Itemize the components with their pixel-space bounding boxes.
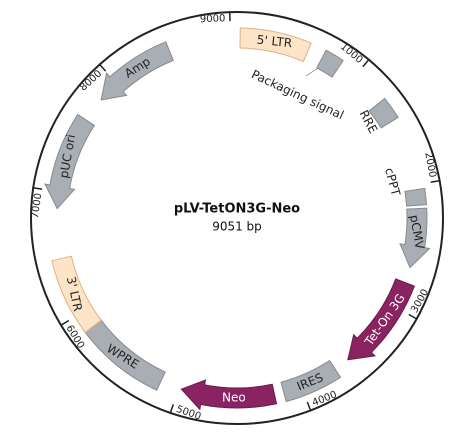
tick-mark [409, 315, 418, 320]
tick-label: 9000 [200, 13, 226, 25]
plasmid-size: 9051 bp [212, 220, 262, 234]
plasmid-title: pLV-TetON3G-Neo [174, 202, 300, 217]
feature [405, 188, 427, 206]
feature-label: cPPT [382, 166, 403, 198]
feature [317, 50, 343, 77]
tick-label: 2000 [422, 151, 437, 178]
tick-label: 4000 [311, 389, 339, 408]
tick-mark [60, 321, 69, 326]
feature-label: Neo [222, 391, 246, 405]
tick-mark [363, 59, 369, 67]
tick-label: 7000 [30, 192, 45, 219]
feature-label: Tet-On 3G [361, 291, 407, 349]
tick-mark [99, 64, 106, 71]
